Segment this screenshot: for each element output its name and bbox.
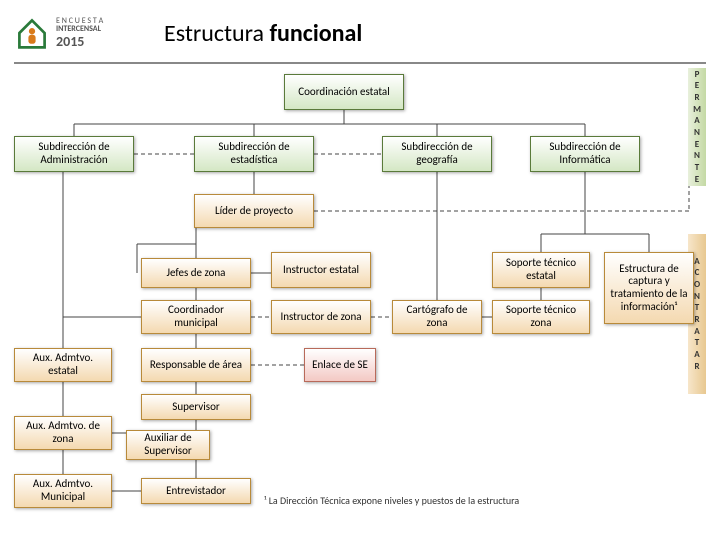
node-sop_est: Soporte técnico estatal xyxy=(492,252,590,288)
node-aux_est: Aux. Admtvo. estatal xyxy=(14,348,112,382)
node-coord: Coordinación estatal xyxy=(284,74,404,110)
footnote: ¹ La Dirección Técnica expone niveles y … xyxy=(264,494,519,507)
node-coord_mun: Coordinador municipal xyxy=(141,300,251,334)
node-cart: Cartógrafo de zona xyxy=(392,300,482,334)
node-inst_zona: Instructor de zona xyxy=(271,300,371,334)
node-entr: Entrevistador xyxy=(141,478,251,504)
title-bold: funcional xyxy=(269,19,362,48)
page-title: Estructura funcional xyxy=(164,19,362,48)
logo-house-icon xyxy=(14,15,50,51)
vstrip-permanente: PERMANENTE xyxy=(688,68,706,186)
logo-text: E N C U E S T A INTERCENSAL 2015 xyxy=(56,17,103,50)
org-chart: PERMANENTE A CONTRATAR ¹ La Dirección Té… xyxy=(14,64,706,524)
node-aux_zona: Aux. Admtvo. de zona xyxy=(14,416,112,450)
node-estrc: Estructura de captura y tratamiento de l… xyxy=(604,252,694,324)
header: E N C U E S T A INTERCENSAL 2015 Estruct… xyxy=(0,0,720,62)
node-sest: Subdirección de estadística xyxy=(194,136,314,172)
node-sgeo: Subdirección de geografía xyxy=(382,136,492,172)
node-aux_sup: Auxiliar de Supervisor xyxy=(126,430,210,460)
node-aux_mun: Aux. Admtvo. Municipal xyxy=(14,474,112,508)
connector-lines xyxy=(14,64,706,524)
node-inst_est: Instructor estatal xyxy=(271,252,371,288)
logo-year: 2015 xyxy=(56,34,103,49)
node-sadmin: Subdirección de Administración xyxy=(14,136,134,172)
node-sinf: Subdirección de Informática xyxy=(530,136,640,172)
node-enlace: Enlace de SE xyxy=(304,348,376,382)
node-sop_zona: Soporte técnico zona xyxy=(492,300,590,334)
node-resp: Responsable de área xyxy=(141,348,251,382)
node-jefes: Jefes de zona xyxy=(141,258,251,288)
node-superv: Supervisor xyxy=(141,394,251,420)
logo: E N C U E S T A INTERCENSAL 2015 xyxy=(14,8,124,58)
title-light: Estructura xyxy=(164,19,269,48)
node-lider: Líder de proyecto xyxy=(194,194,314,228)
